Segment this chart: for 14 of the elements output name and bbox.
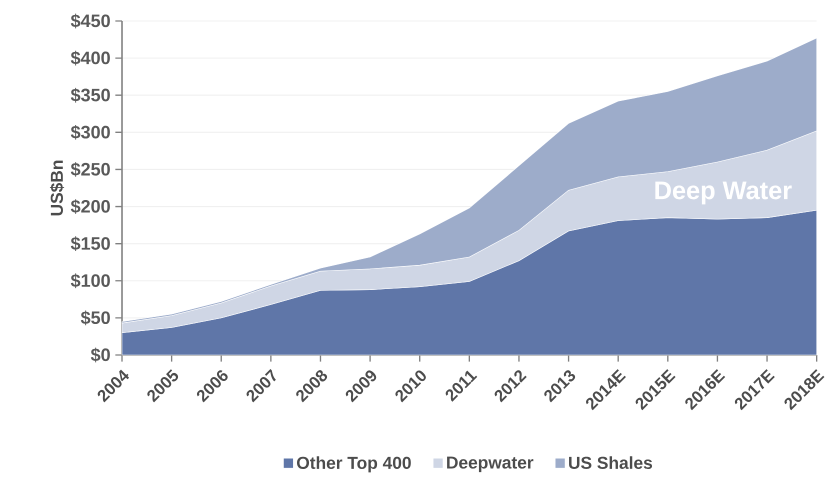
y-tick-label: $0 xyxy=(90,348,110,362)
legend-label: Other Top 400 xyxy=(297,456,411,472)
y-tick-label: $200 xyxy=(70,199,110,214)
y-tick-label: $150 xyxy=(70,236,110,252)
y-tick-label: $450 xyxy=(70,14,110,28)
y-tick-label: $50 xyxy=(80,310,110,326)
y-tick-label: $300 xyxy=(70,124,110,140)
y-axis-title: US$Bn xyxy=(50,160,64,216)
legend-label: Deepwater xyxy=(447,456,534,472)
y-tick-label: $250 xyxy=(70,162,110,177)
y-tick-label: $350 xyxy=(70,88,110,103)
y-tick-label: $100 xyxy=(70,273,110,288)
legend-label: US Shales xyxy=(569,456,652,469)
y-tick-label: $400 xyxy=(70,50,110,66)
